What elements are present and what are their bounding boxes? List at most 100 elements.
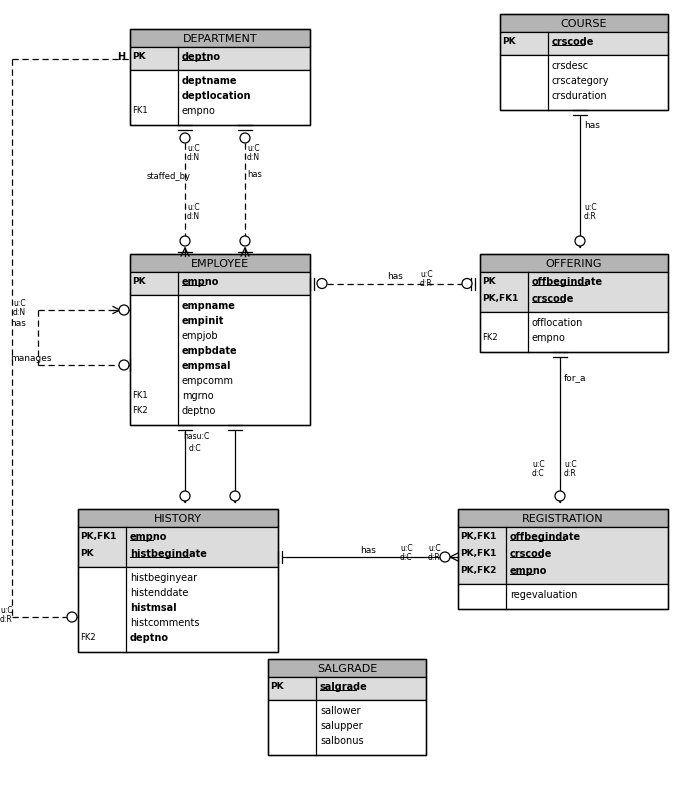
Text: H: H (117, 52, 125, 63)
Text: PK: PK (270, 681, 284, 691)
Text: u:C: u:C (13, 298, 26, 308)
Bar (458, 528, 668, 585)
Text: d:C: d:C (400, 553, 413, 561)
Text: REGISTRATION: REGISTRATION (522, 513, 604, 524)
Text: d:C: d:C (532, 468, 544, 477)
Text: offbegindate: offbegindate (510, 532, 581, 541)
Text: d:R: d:R (420, 279, 433, 288)
Text: regevaluation: regevaluation (510, 589, 578, 599)
Text: d:R: d:R (584, 212, 597, 221)
Circle shape (240, 237, 250, 247)
Text: empjob: empjob (182, 330, 219, 341)
Text: PK,FK1: PK,FK1 (482, 294, 518, 302)
Text: empinit: empinit (182, 316, 224, 326)
Text: empbdate: empbdate (182, 346, 237, 355)
Bar (130, 71, 310, 126)
Circle shape (575, 237, 585, 247)
Text: u:C: u:C (420, 270, 433, 279)
Circle shape (462, 279, 472, 290)
Text: salbonus: salbonus (320, 735, 364, 745)
Text: for_a: for_a (564, 373, 586, 382)
Text: u:C: u:C (428, 543, 441, 553)
Circle shape (180, 237, 190, 247)
Text: salgrade: salgrade (320, 681, 368, 691)
Text: hasu:C: hasu:C (183, 431, 209, 440)
Text: empno: empno (182, 277, 219, 286)
Bar (458, 509, 668, 610)
Text: u:C: u:C (584, 203, 597, 212)
Text: SALGRADE: SALGRADE (317, 663, 377, 673)
Text: deptno: deptno (130, 632, 169, 642)
Bar (458, 509, 668, 528)
Text: has: has (584, 121, 600, 130)
Text: sallower: sallower (320, 705, 360, 715)
Bar (500, 56, 668, 111)
Text: crscategory: crscategory (552, 76, 609, 86)
Circle shape (119, 306, 129, 316)
Text: PK,FK1: PK,FK1 (80, 532, 117, 541)
Bar (130, 255, 310, 273)
Text: d:C: d:C (189, 444, 201, 452)
Text: histmsal: histmsal (130, 602, 177, 612)
Text: u:C: u:C (400, 543, 413, 553)
Bar (268, 659, 426, 755)
Text: empno: empno (130, 532, 168, 541)
Bar (78, 567, 278, 652)
Text: PK: PK (482, 277, 495, 286)
Text: has: has (360, 545, 376, 554)
Text: empcomm: empcomm (182, 375, 234, 386)
Text: u:C: u:C (532, 460, 544, 468)
Text: d:N: d:N (187, 153, 200, 162)
Text: empname: empname (182, 301, 236, 310)
Circle shape (230, 492, 240, 501)
Text: empno: empno (532, 333, 566, 342)
Bar (500, 15, 668, 111)
Bar (500, 15, 668, 33)
Bar (130, 48, 310, 71)
Bar (78, 528, 278, 567)
Text: d:R: d:R (564, 468, 577, 477)
Text: PK: PK (502, 37, 515, 46)
Text: has: has (10, 318, 26, 327)
Text: FK2: FK2 (132, 406, 148, 415)
Text: u:C: u:C (187, 203, 199, 212)
Text: PK,FK1: PK,FK1 (460, 532, 496, 541)
Circle shape (440, 553, 450, 562)
Text: salupper: salupper (320, 720, 363, 730)
Text: d:N: d:N (13, 308, 26, 317)
Bar (130, 296, 310, 426)
Text: deptno: deptno (182, 406, 217, 415)
Text: PK,FK2: PK,FK2 (460, 565, 496, 574)
Bar (500, 33, 668, 56)
Circle shape (555, 492, 565, 501)
Circle shape (240, 134, 250, 144)
Bar (268, 700, 426, 755)
Text: empno: empno (182, 106, 216, 115)
Text: deptname: deptname (182, 76, 237, 86)
Text: crsdesc: crsdesc (552, 61, 589, 71)
Text: crscode: crscode (532, 294, 574, 304)
Bar (78, 509, 278, 528)
Text: FK2: FK2 (80, 632, 96, 642)
Text: histcomments: histcomments (130, 618, 199, 627)
Text: crscode: crscode (510, 549, 553, 558)
Text: histbeginyear: histbeginyear (130, 573, 197, 582)
Text: FK1: FK1 (132, 106, 148, 115)
Text: deptlocation: deptlocation (182, 91, 251, 101)
Text: histenddate: histenddate (130, 587, 188, 597)
Text: OFFERING: OFFERING (546, 259, 602, 269)
Text: empno: empno (510, 565, 547, 575)
Text: EMPLOYEE: EMPLOYEE (191, 259, 249, 269)
Circle shape (180, 492, 190, 501)
Circle shape (119, 361, 129, 371)
Bar (480, 255, 668, 273)
Bar (480, 255, 668, 353)
Text: d:R: d:R (0, 614, 12, 623)
Text: u:C: u:C (247, 144, 259, 153)
Bar (268, 677, 426, 700)
Text: FK1: FK1 (132, 391, 148, 399)
Text: staffed_by: staffed_by (147, 172, 191, 180)
Text: u:C: u:C (564, 460, 577, 468)
Text: d:N: d:N (187, 212, 200, 221)
Text: PK: PK (80, 549, 94, 557)
